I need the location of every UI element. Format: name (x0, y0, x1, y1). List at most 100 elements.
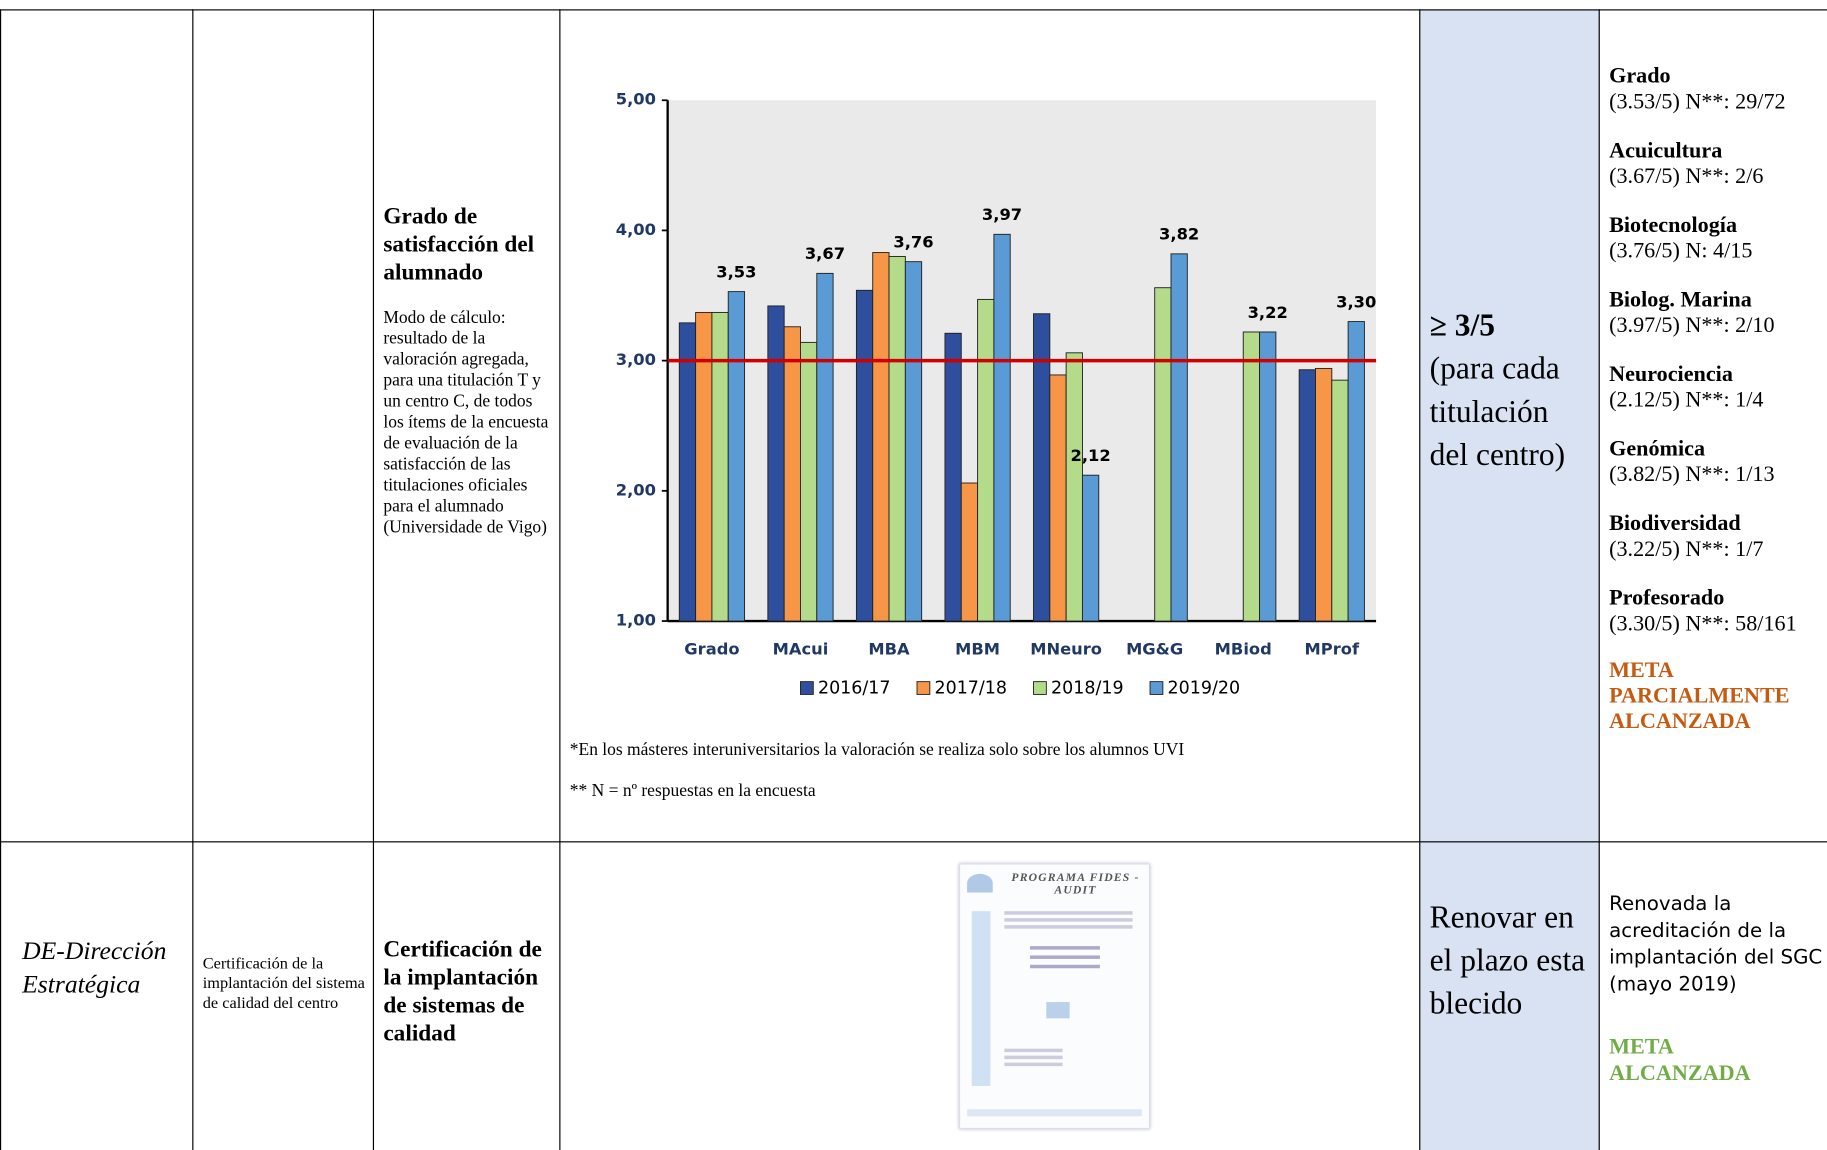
target-note: (para cada titulación del centro) (1429, 350, 1566, 472)
bar (872, 252, 890, 622)
value-label: 3,76 (893, 233, 933, 252)
bar (904, 261, 923, 622)
result-item: Biotecnología (3.76/5) N: 4/15 (1609, 213, 1827, 264)
result-name: Biodiversidad (1609, 511, 1741, 536)
bar (855, 289, 874, 622)
results-list: Grado (3.53/5) N**: 29/72 Acuicultura (3.67… (1609, 64, 1827, 637)
bar (1049, 374, 1067, 622)
result-name: Grado (1609, 64, 1671, 89)
indicator-title: Grado de satisfacción del alumnado (383, 203, 535, 286)
lines (1004, 1048, 1063, 1053)
note: *En los másteres interuniversitarios la … (569, 741, 1185, 760)
result-item: Profesorado (3.30/5) N**: 58/161 (1609, 586, 1827, 637)
objective: Certificación de la implantación del sis… (202, 955, 365, 1013)
bar (800, 341, 818, 622)
bar (1259, 331, 1277, 622)
cell (0, 9, 194, 843)
value-label: 3,30 (1336, 292, 1376, 311)
target-cell: ≥ 3/5 (para cada titulación del centro) (1419, 9, 1600, 843)
value-label: 3,97 (982, 205, 1022, 224)
cell: Certificación de la implantación del sis… (192, 841, 375, 1150)
status: META PARCIALMENTE ALCANZADA (1609, 658, 1790, 735)
results-cell: Renovada la acreditación de la implantac… (1598, 841, 1827, 1150)
results-cell: Grado (3.53/5) N**: 29/72 Acuicultura (3.67… (1598, 9, 1827, 843)
x-tick-label: MAcui (773, 640, 829, 659)
result-name: Profesorado (1609, 586, 1725, 611)
result-item: Neurociencia (2.12/5) N**: 1/4 (1609, 362, 1827, 413)
result-name: Biotecnología (1609, 213, 1738, 238)
bar (1065, 352, 1083, 622)
bar (1154, 287, 1172, 622)
bar (695, 311, 713, 622)
legend-label: 2017/18 (934, 679, 1007, 699)
result-detail: (3.22/5) N**: 1/7 (1609, 537, 1764, 562)
stripe (971, 911, 991, 1086)
x-tick-label: MG&G (1126, 640, 1183, 659)
legend-swatch (1149, 681, 1164, 695)
cell (192, 9, 375, 843)
x-tick-label: MNeuro (1030, 640, 1102, 659)
legend-label: 2019/20 (1168, 679, 1241, 699)
result-item: Biolog. Marina (3.97/5) N**: 2/10 (1609, 288, 1827, 339)
target: Renovar en el plazo establecido (1429, 899, 1586, 1021)
result-detail: (3.30/5) N**: 58/161 (1609, 611, 1797, 637)
x-tick-label: MBiod (1215, 640, 1272, 659)
result-name: Biolog. Marina (1609, 287, 1752, 313)
bar (816, 272, 834, 622)
cell: PROGRAMA FIDES - AUDIT (559, 841, 1421, 1150)
bar (977, 298, 995, 622)
cell: Certificación de la implantación de sist… (372, 841, 561, 1150)
legend-swatch (800, 681, 814, 695)
x-tick-label: MBM (955, 640, 1000, 659)
bar (727, 291, 746, 622)
lines (1030, 946, 1100, 950)
bar (767, 305, 785, 622)
x-tick-label: Grado (684, 640, 739, 659)
x-tick-label: MBA (868, 640, 910, 659)
result: Renovada la acreditación de la implantac… (1609, 892, 1823, 997)
result-name: Acuicultura (1609, 138, 1723, 164)
legend-swatch (916, 681, 931, 695)
value-label: 3,82 (1159, 225, 1199, 244)
note: ** N = nº respuestas en la encuesta (569, 781, 816, 801)
cell: Grado de satisfacción del alumnado Modo … (372, 9, 561, 843)
result-detail: (3.97/5) N**: 2/10 (1609, 313, 1775, 338)
bar (993, 233, 1011, 622)
bar (678, 322, 697, 622)
bar (1298, 369, 1316, 622)
bar (711, 311, 729, 622)
result-item: Acuicultura (3.67/5) N**: 2/6 (1609, 139, 1827, 190)
status: META ALCANZADA (1609, 1034, 1751, 1086)
y-tick-label: 3,00 (616, 350, 656, 369)
y-tick-label: 5,00 (616, 90, 656, 109)
bar (1347, 321, 1365, 622)
cell: DE-Dirección Estratégica (0, 841, 194, 1150)
value-label: 3,22 (1248, 303, 1288, 322)
y-tick-label: 4,00 (616, 220, 656, 239)
y-tick-label: 2,00 (616, 480, 656, 499)
value-label: 2,12 (1070, 446, 1110, 465)
result-item: Biodiversidad (3.22/5) N**: 1/7 (1609, 512, 1827, 563)
bar (1331, 379, 1349, 622)
result-detail: (2.12/5) N**: 1/4 (1609, 388, 1764, 413)
legend-label: 2016/17 (818, 679, 891, 699)
result-item: Genómica (3.82/5) N**: 1/13 (1609, 437, 1827, 488)
bar (1170, 253, 1188, 622)
bar (888, 255, 906, 622)
area: DE-Dirección Estratégica (22, 935, 167, 999)
legend-label: 2018/19 (1051, 679, 1124, 699)
result-detail: (3.82/5) N**: 1/13 (1609, 462, 1775, 488)
result-name: Genómica (1609, 436, 1706, 462)
result-detail: (3.76/5) N: 4/15 (1609, 238, 1753, 264)
logo (1046, 1002, 1070, 1019)
certificate-image: PROGRAMA FIDES - AUDIT (958, 863, 1151, 1130)
target-main: ≥ 3/5 (1429, 307, 1496, 343)
legend-swatch (1033, 681, 1047, 695)
calculation: Modo de cálculo: resultado de la valorac… (383, 308, 549, 538)
bar (944, 332, 962, 622)
footer (967, 1109, 1142, 1117)
chart-cell: 1,00 2,00 3,00 4,00 5,00 Grado 3,53 MAcui 3,67 MB… (559, 9, 1421, 843)
result-detail: (3.53/5) N**: 29/72 (1609, 89, 1786, 115)
